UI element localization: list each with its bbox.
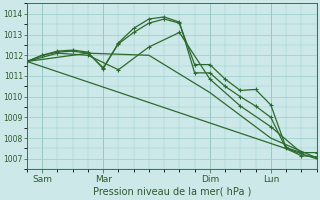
X-axis label: Pression niveau de la mer( hPa ): Pression niveau de la mer( hPa ) — [92, 187, 251, 197]
